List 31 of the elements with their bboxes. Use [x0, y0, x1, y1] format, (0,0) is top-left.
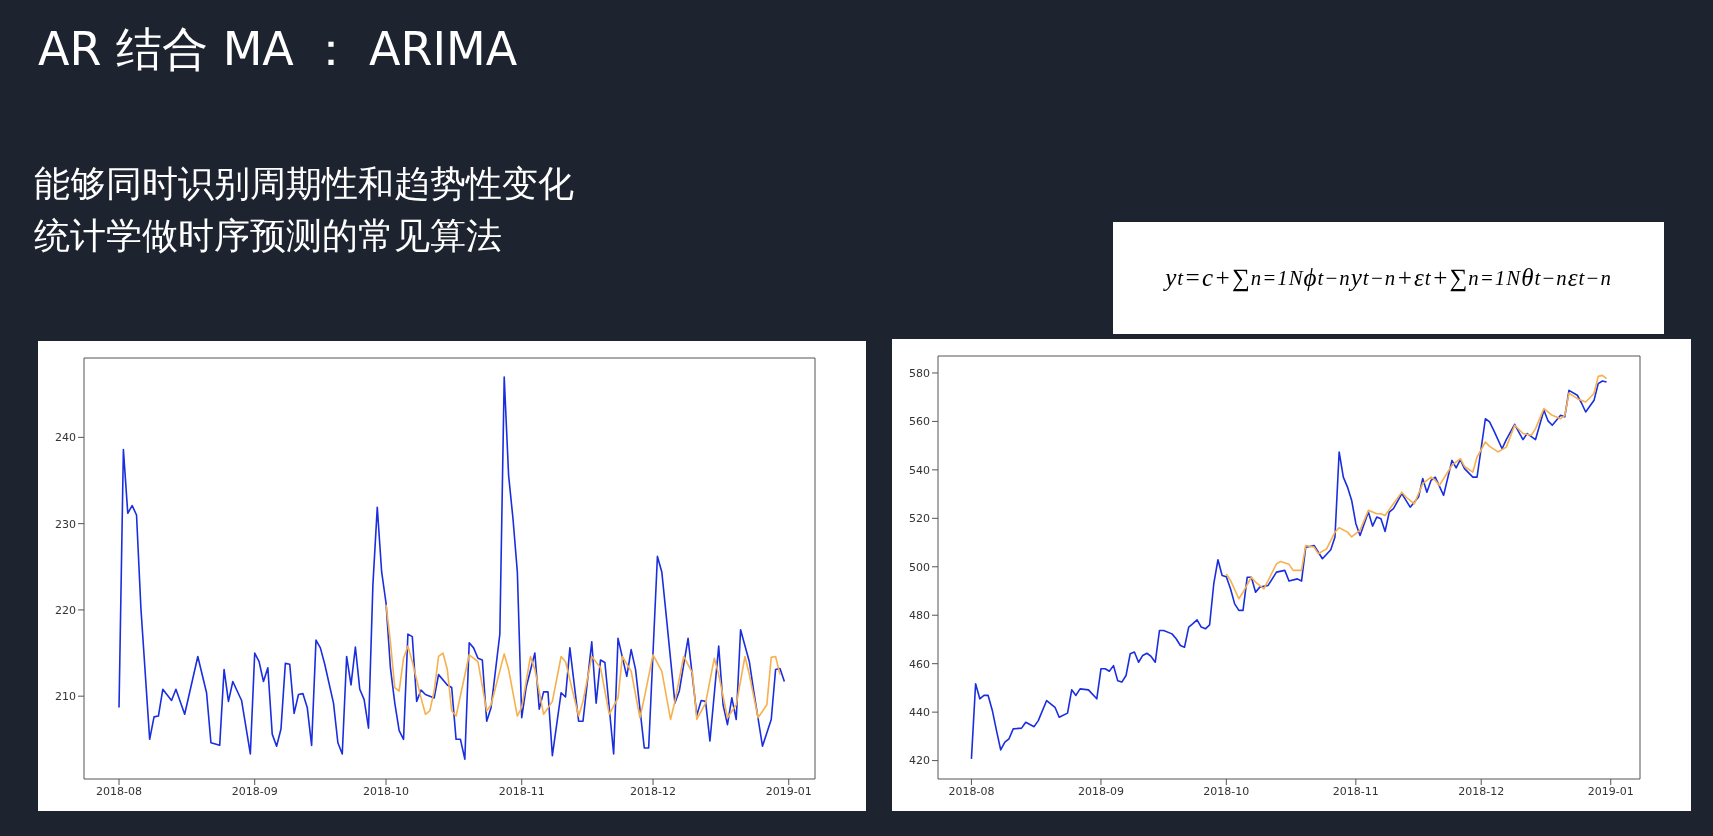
y-tick-label: 520 [909, 512, 930, 526]
chart-title: AR 结合 MA ： ARIMA [38, 21, 518, 78]
x-tick-label: 2018-10 [1203, 784, 1250, 798]
x-tick-label: 2019-01 [765, 784, 812, 798]
x-tick-label: 2018-09 [1077, 784, 1124, 798]
x-tick-label: 2018-11 [1332, 784, 1379, 798]
line-series [970, 380, 1608, 760]
y-tick-label: 500 [909, 560, 930, 574]
y-tick-label: 540 [909, 463, 930, 477]
y-tick-label: 420 [909, 754, 930, 768]
x-tick-label: 2018-12 [1458, 784, 1505, 798]
y-tick-label: 230 [55, 517, 76, 531]
x-tick-label: 2018-12 [630, 784, 677, 798]
y-tick-label: 560 [909, 415, 930, 429]
x-tick-label: 2018-10 [363, 784, 410, 798]
y-tick-label: 440 [909, 706, 930, 720]
y-tick-label: 240 [55, 431, 76, 445]
line-series [118, 376, 786, 760]
chart-subtitle: 能够同时识别周期性和趋势性变化统计学做时序预测的常见算法 [34, 162, 575, 258]
line-series [385, 603, 781, 721]
y-tick-label: 220 [55, 603, 76, 617]
x-tick-label: 2018-08 [948, 784, 995, 798]
line-series [1225, 374, 1608, 600]
y-tick-label: 580 [909, 366, 930, 380]
x-tick-label: 2019-01 [1587, 784, 1634, 798]
x-tick-label: 2018-08 [96, 784, 142, 798]
x-tick-label: 2018-09 [231, 784, 278, 798]
y-tick-label: 210 [55, 690, 76, 704]
y-tick-label: 460 [909, 657, 930, 671]
x-tick-label: 2018-11 [498, 784, 545, 798]
y-tick-label: 480 [909, 609, 930, 623]
